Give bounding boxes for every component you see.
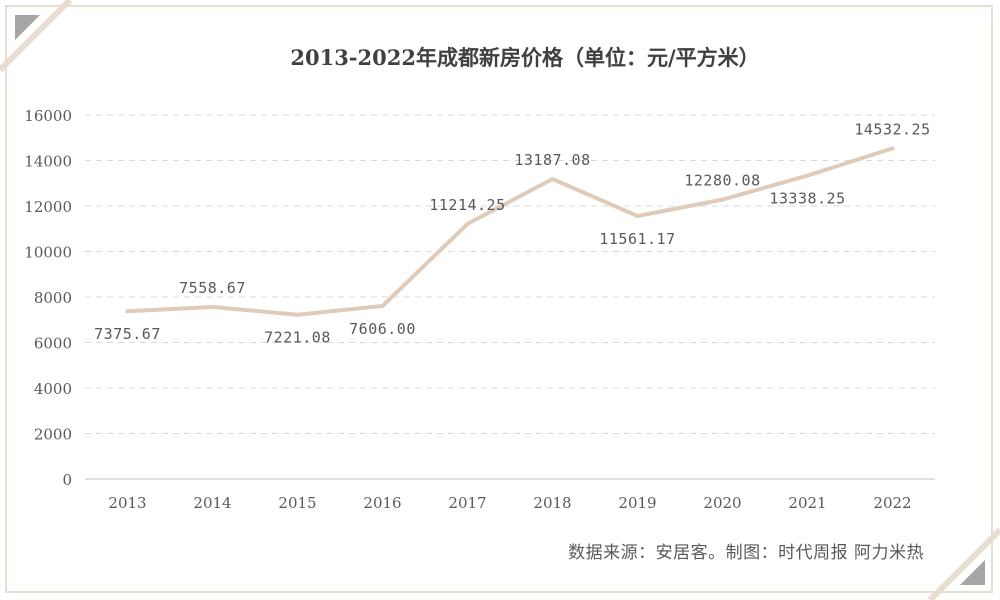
- x-tick-label: 2016: [363, 494, 401, 512]
- data-label: 12280.08: [684, 172, 760, 190]
- data-label: 13338.25: [769, 190, 845, 208]
- y-tick-label: 14000: [24, 153, 72, 171]
- source-note: 数据来源：安居客。制图：时代周报 阿力米热: [568, 543, 924, 563]
- x-tick-label: 2013: [108, 494, 146, 512]
- x-tick-label: 2015: [278, 494, 316, 512]
- chart-frame: [5, 5, 993, 593]
- y-tick-label: 16000: [24, 107, 72, 125]
- chart-title: 2013-2022年成都新房价格（单位：元/平方米）: [290, 45, 759, 70]
- data-point: [890, 146, 895, 151]
- x-tick-label: 2017: [448, 494, 486, 512]
- data-label: 14532.25: [854, 120, 930, 138]
- grid-layer: [85, 114, 935, 480]
- corner-decoration-bottom-right: [927, 527, 1000, 600]
- data-label: 7375.67: [94, 325, 161, 343]
- y-tick-label: 6000: [34, 335, 72, 353]
- data-label: 11214.25: [429, 196, 505, 214]
- data-label: 7221.08: [264, 329, 331, 347]
- y-tick-label: 4000: [34, 380, 72, 398]
- x-tick-label: 2018: [533, 494, 571, 512]
- y-tick-label: 10000: [24, 244, 72, 262]
- x-tick-label: 2014: [193, 494, 231, 512]
- data-point: [380, 303, 385, 308]
- data-point: [295, 312, 300, 317]
- data-label: 7606.00: [349, 320, 416, 338]
- y-tick-label: 12000: [24, 198, 72, 216]
- series-line: [125, 146, 895, 317]
- data-point: [720, 197, 725, 202]
- y-axis-ticks: 0 2000 4000 6000 8000 10000 12000 14000 16000: [24, 107, 72, 489]
- data-point: [210, 305, 215, 310]
- x-tick-label: 2020: [703, 494, 741, 512]
- data-point: [550, 176, 555, 181]
- x-tick-label: 2019: [618, 494, 656, 512]
- data-label: 11561.17: [599, 230, 675, 248]
- data-point: [805, 173, 810, 178]
- corner-decoration-top-left: [0, 0, 73, 73]
- corner-triangle-icon: [15, 15, 40, 40]
- corner-triangle-icon: [960, 560, 985, 585]
- y-tick-label: 0: [62, 471, 72, 489]
- data-label-layer: 7375.67 7558.67 7221.08 7606.00 11214.25 1318…: [94, 120, 930, 346]
- data-label: 13187.08: [514, 151, 590, 169]
- data-point: [125, 309, 130, 314]
- y-tick-label: 8000: [34, 289, 72, 307]
- x-axis-ticks: 2013 2014 2015 2016 2017 2018 2019 2020 2021 2022: [108, 494, 911, 512]
- data-label: 7558.67: [179, 279, 246, 297]
- series-layer: [125, 146, 895, 317]
- x-tick-label: 2021: [788, 494, 826, 512]
- data-point: [635, 213, 640, 218]
- data-point: [465, 221, 470, 226]
- y-tick-label: 2000: [34, 426, 72, 444]
- x-tick-label: 2022: [873, 494, 911, 512]
